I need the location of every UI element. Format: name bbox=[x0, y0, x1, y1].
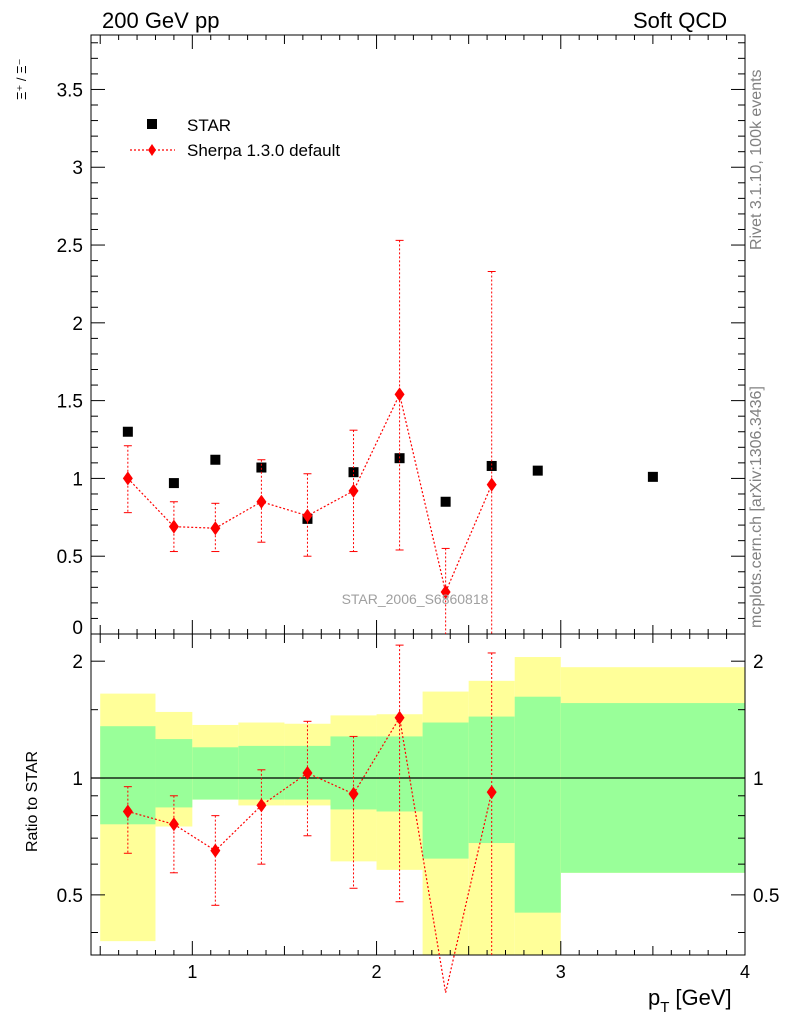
x-axis-label-sub: T bbox=[660, 999, 669, 1016]
x-tick-label-1: 1 bbox=[187, 962, 197, 982]
ratio-y-tick-label-left: 1 bbox=[72, 769, 83, 790]
ratio-y-tick-label-right: 2 bbox=[753, 652, 764, 673]
ratio-uncertainty-bands bbox=[100, 657, 745, 955]
rivet-version-label: Rivet 3.1.10, 100k events bbox=[748, 69, 765, 250]
ratio-frame-rect bbox=[90, 633, 746, 956]
legend-sherpa-marker bbox=[148, 144, 156, 156]
main-sherpa-line bbox=[127, 392, 493, 594]
star-data-point bbox=[256, 462, 267, 473]
main-sherpa-point bbox=[122, 471, 133, 486]
green-band-bin bbox=[560, 703, 745, 873]
star-data-point bbox=[647, 471, 658, 482]
main-y-tick-label: 2.5 bbox=[57, 236, 83, 257]
legend-sherpa-label: Sherpa 1.3.0 default bbox=[187, 141, 340, 160]
x-axis-label: pT [GeV] bbox=[648, 985, 732, 1016]
y-axis-label-top: Ξ⁺ / Ξ⁻ bbox=[14, 59, 29, 100]
ratio-sherpa-point bbox=[210, 843, 221, 858]
main-panel-frame: 0 0.5 1 1.5 2 2.5 3 3.5 bbox=[57, 34, 746, 639]
ratio-sherpa-point bbox=[394, 710, 405, 725]
star-data-point bbox=[168, 478, 179, 489]
green-band-bin bbox=[192, 747, 239, 800]
ratio-sherpa-point bbox=[122, 804, 133, 819]
main-panel-series bbox=[122, 239, 658, 634]
watermark: STAR_2006_S6860818 bbox=[342, 591, 489, 607]
green-band-bin bbox=[422, 722, 469, 859]
ratio-sherpa-point bbox=[486, 785, 497, 800]
ratio-y-tick-label-left: 2 bbox=[72, 652, 83, 673]
ratio-panel-series bbox=[122, 644, 497, 993]
x-axis-label-unit: [GeV] bbox=[675, 985, 731, 1010]
main-y-tick-label: 1.5 bbox=[57, 392, 83, 413]
ratio-panel-frame: 1 2 3 4 0.5 0.5 1 1 2 2 bbox=[57, 633, 779, 982]
green-band-bin bbox=[514, 696, 561, 913]
ratio-sherpa-point bbox=[302, 766, 313, 781]
main-sherpa-point bbox=[440, 584, 451, 599]
main-y-tick-label: 0 bbox=[72, 618, 83, 639]
main-y-tick-label: 2 bbox=[72, 314, 83, 335]
main-sherpa-point bbox=[210, 521, 221, 536]
green-band-bin bbox=[468, 716, 515, 844]
ratio-sherpa-point bbox=[348, 786, 359, 801]
x-axis-label-main: p bbox=[648, 985, 660, 1010]
mcplots-source-label: mcplots.cern.ch [arXiv:1306.3436] bbox=[748, 386, 765, 628]
ratio-sherpa-point bbox=[256, 798, 267, 813]
header-right-title: Soft QCD bbox=[633, 8, 728, 33]
ratio-y-tick-label-left: 0.5 bbox=[57, 886, 83, 907]
star-data-point bbox=[210, 454, 221, 465]
star-data-point bbox=[486, 460, 497, 471]
main-y-tick-label: 3 bbox=[72, 158, 83, 179]
x-tick-label-2: 2 bbox=[372, 962, 382, 982]
y-axis-label-bottom-text: Ratio to STAR bbox=[24, 751, 41, 852]
ratio-sherpa-point bbox=[168, 817, 179, 832]
header-left-title: 200 GeV pp bbox=[102, 8, 220, 33]
ratio-y-tick-label-right: 0.5 bbox=[753, 886, 779, 907]
legend: STAR Sherpa 1.3.0 default bbox=[130, 116, 340, 160]
star-data-point bbox=[348, 467, 359, 478]
main-sherpa-point bbox=[168, 519, 179, 534]
star-data-point bbox=[532, 465, 543, 476]
main-sherpa-point bbox=[256, 494, 267, 509]
main-y-tick-label: 0.5 bbox=[57, 547, 83, 568]
x-tick-label-3: 3 bbox=[556, 962, 566, 982]
y-axis-label-top-text: Ξ⁺ / Ξ⁻ bbox=[14, 59, 29, 100]
main-sherpa-point bbox=[348, 483, 359, 498]
legend-star-label: STAR bbox=[187, 116, 231, 135]
main-sherpa-point bbox=[394, 387, 405, 402]
star-data-point bbox=[440, 496, 451, 507]
ratio-y-tick-label-right: 1 bbox=[753, 769, 764, 790]
main-sherpa-point bbox=[486, 477, 497, 492]
main-y-tick-label: 1 bbox=[72, 469, 83, 490]
star-data-point bbox=[122, 426, 133, 437]
y-axis-label-bottom: Ratio to STAR bbox=[24, 751, 41, 852]
legend-star-marker bbox=[147, 119, 157, 129]
x-tick-label-4: 4 bbox=[740, 962, 750, 982]
main-y-tick-label: 3.5 bbox=[57, 80, 83, 101]
main-sherpa-point bbox=[302, 508, 313, 523]
